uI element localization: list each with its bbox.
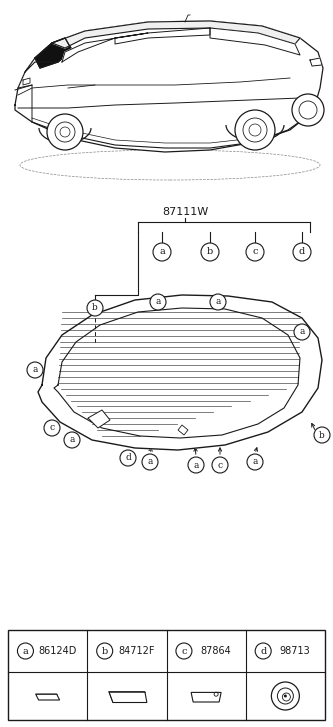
Polygon shape: [18, 38, 72, 88]
Text: d: d: [125, 454, 131, 462]
Polygon shape: [88, 410, 110, 428]
Circle shape: [64, 432, 80, 448]
Text: b: b: [92, 303, 98, 313]
Circle shape: [142, 454, 158, 470]
Circle shape: [284, 694, 287, 697]
Circle shape: [47, 114, 83, 150]
Polygon shape: [35, 38, 72, 68]
Text: a: a: [23, 646, 28, 656]
Circle shape: [235, 110, 275, 150]
Circle shape: [247, 454, 263, 470]
Circle shape: [120, 450, 136, 466]
Text: a: a: [193, 460, 199, 470]
Circle shape: [176, 643, 192, 659]
Circle shape: [292, 94, 324, 126]
Polygon shape: [210, 28, 300, 55]
Polygon shape: [38, 295, 322, 450]
Text: 87864: 87864: [200, 646, 231, 656]
Circle shape: [27, 362, 43, 378]
Circle shape: [294, 324, 310, 340]
Text: b: b: [319, 430, 325, 440]
Text: d: d: [260, 646, 266, 656]
Text: c: c: [49, 424, 55, 433]
Circle shape: [17, 643, 33, 659]
Text: a: a: [147, 457, 153, 467]
Text: 98713: 98713: [279, 646, 310, 656]
Text: c: c: [252, 247, 258, 257]
Text: a: a: [299, 327, 305, 337]
Polygon shape: [178, 425, 188, 435]
Circle shape: [255, 643, 271, 659]
Circle shape: [201, 243, 219, 261]
Bar: [8, 630, 325, 720]
Text: b: b: [207, 247, 213, 257]
Text: c: c: [181, 646, 187, 656]
Polygon shape: [62, 33, 148, 62]
Text: b: b: [102, 646, 108, 656]
Circle shape: [293, 243, 311, 261]
Text: a: a: [215, 297, 221, 307]
Text: a: a: [32, 366, 38, 374]
Circle shape: [212, 457, 228, 473]
Text: 87111W: 87111W: [162, 207, 208, 217]
Circle shape: [87, 300, 103, 316]
Polygon shape: [15, 21, 323, 152]
Polygon shape: [52, 21, 300, 48]
Text: a: a: [252, 457, 258, 467]
Text: a: a: [155, 297, 161, 307]
Circle shape: [188, 457, 204, 473]
Circle shape: [153, 243, 171, 261]
Polygon shape: [310, 58, 322, 66]
Circle shape: [150, 294, 166, 310]
Circle shape: [97, 643, 113, 659]
Circle shape: [44, 420, 60, 436]
Text: a: a: [159, 247, 165, 257]
Circle shape: [210, 294, 226, 310]
Text: c: c: [217, 460, 222, 470]
Circle shape: [246, 243, 264, 261]
Text: 86124D: 86124D: [38, 646, 76, 656]
Text: a: a: [69, 435, 75, 444]
Text: d: d: [299, 247, 305, 257]
Circle shape: [314, 427, 330, 443]
Polygon shape: [54, 308, 300, 438]
Text: 84712F: 84712F: [118, 646, 155, 656]
